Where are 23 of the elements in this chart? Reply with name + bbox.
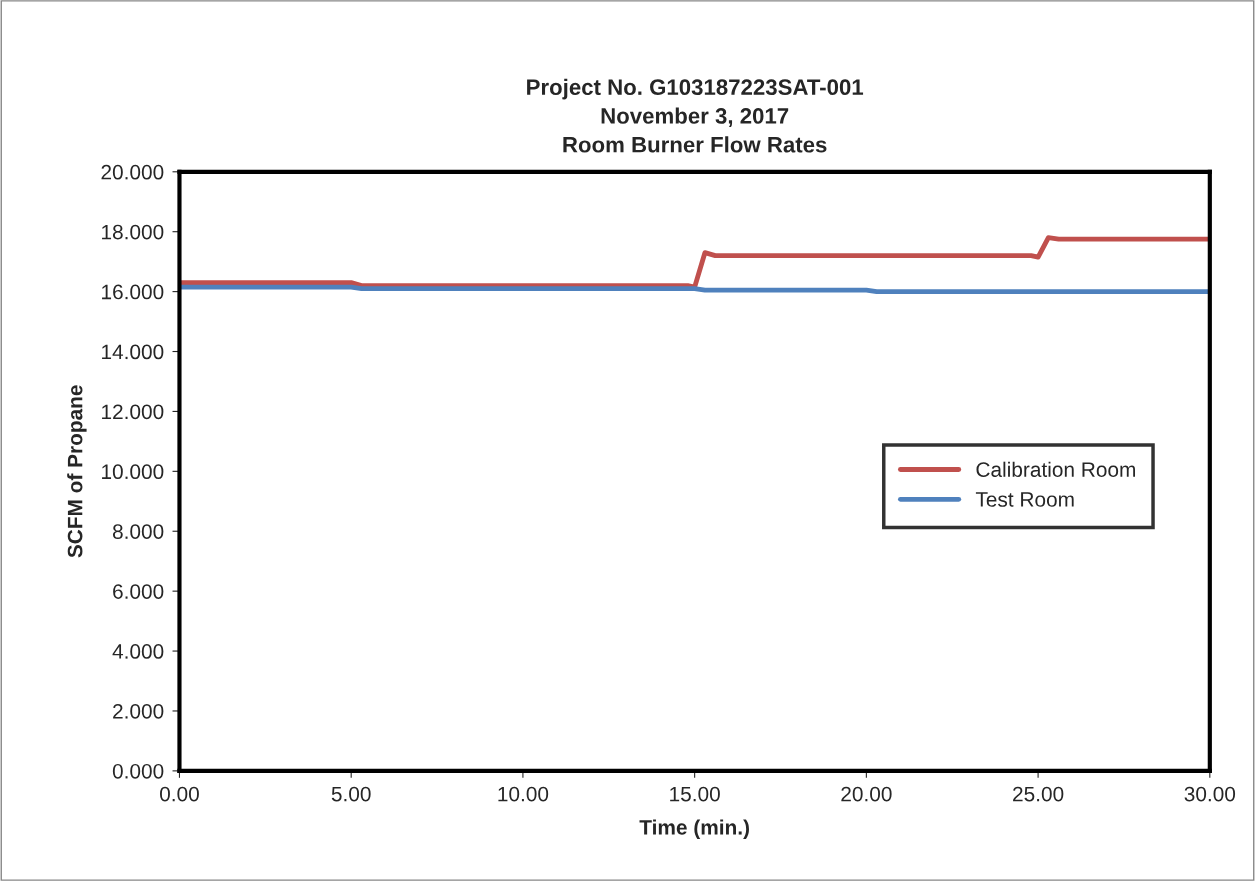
y-tick-label: 16.000 (102, 284, 164, 300)
x-tick-label: 20.00 (841, 786, 892, 802)
y-tick-label: 4.000 (112, 644, 164, 659)
chart-title: Project No. G103187223SAT-001 November 3, 2017 Room Burner Flow Rates (527, 78, 864, 153)
legend-label: Test Room (975, 492, 1074, 507)
y-tick-label: 0.000 (112, 763, 164, 779)
y-tick-label: 20.000 (101, 164, 164, 180)
x-tick-label: 30.00 (1184, 786, 1236, 802)
y-axis-title: SCFM of Propane (67, 385, 87, 558)
y-tick-label: 6.000 (113, 584, 164, 599)
y-tick-label: 12.000 (102, 404, 164, 420)
x-tick-label: 10.00 (498, 786, 549, 802)
y-tick-label: 14.000 (102, 344, 164, 360)
x-tick-label: 5.00 (331, 786, 371, 802)
legend-label: Calibration Room (976, 461, 1136, 477)
y-tick-label: 2.000 (113, 703, 164, 719)
y-tick-label: 8.000 (112, 524, 164, 539)
y-tick-label: 18.000 (102, 224, 164, 240)
x-axis-title: Time (min.) (639, 819, 749, 839)
x-tick-label: 25.00 (1013, 786, 1064, 802)
y-tick-label: 10.000 (102, 464, 164, 480)
x-tick-label: 0.00 (160, 786, 199, 802)
x-tick-label: 15.00 (670, 786, 720, 802)
